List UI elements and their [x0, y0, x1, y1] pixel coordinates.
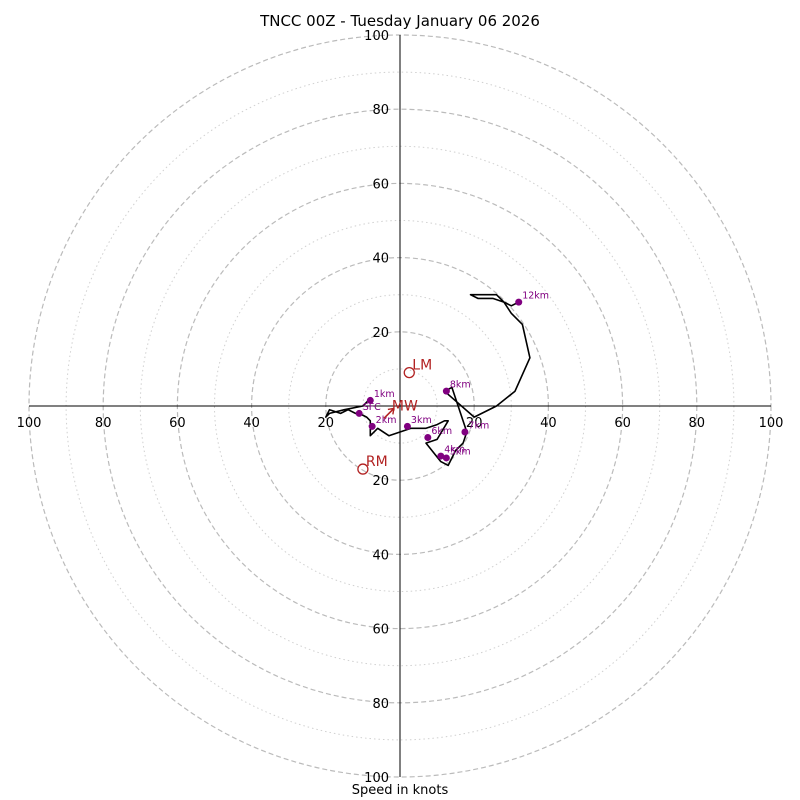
axis-tick-labels: 20 20 20 20 40 40 40 40 60 60 60 60 80 80 80 80 100 100 10…	[17, 29, 784, 786]
height-marker-2km	[368, 422, 376, 430]
height-label-5km: 5km	[450, 446, 471, 457]
storm-motion-label-RM: RM	[366, 454, 388, 470]
tick-label-north-40: 40	[372, 252, 389, 267]
tick-label-south-60: 60	[372, 623, 389, 638]
height-marker-4km	[437, 452, 445, 460]
height-marker-SFC	[355, 409, 363, 417]
height-label-8km: 8km	[450, 380, 471, 391]
height-label-1km: 1km	[374, 389, 395, 400]
storm-motions: LM RM MW	[357, 358, 432, 475]
tick-label-east-20: 20	[466, 416, 483, 431]
height-marker-5km	[442, 454, 450, 462]
mean-wind-arrow	[383, 407, 395, 419]
storm-motion-marker-LM	[403, 366, 415, 379]
tick-label-north-100: 100	[364, 29, 389, 44]
height-label-4km: 4km	[444, 445, 465, 456]
height-label-SFC: SFC	[363, 402, 381, 413]
mean-wind-arrowhead	[387, 407, 395, 415]
height-marker-7km	[461, 428, 469, 436]
storm-motion-marker-RM	[357, 463, 369, 475]
tick-label-north-20: 20	[372, 326, 389, 341]
height-marker-1km	[366, 396, 374, 404]
tick-label-east-40: 40	[540, 416, 557, 431]
tick-label-west-80: 80	[95, 416, 112, 431]
tick-label-south-40: 40	[372, 548, 389, 563]
tick-label-north-80: 80	[372, 103, 389, 118]
tick-label-west-60: 60	[169, 416, 186, 431]
storm-motion-label-LM: LM	[412, 358, 432, 374]
tick-label-west-100: 100	[17, 416, 42, 431]
tick-label-south-100: 100	[364, 771, 389, 786]
wind-profile	[324, 293, 531, 467]
tick-label-south-80: 80	[372, 697, 389, 712]
height-marker-6km	[424, 434, 432, 442]
height-marker-3km	[403, 422, 411, 430]
storm-motion-label-MW: MW	[392, 398, 418, 414]
tick-label-east-100: 100	[759, 416, 784, 431]
chart-title: TNCC 00Z - Tuesday January 06 2026	[260, 12, 540, 30]
height-label-6km: 6km	[431, 426, 452, 437]
height-label-2km: 2km	[376, 415, 397, 426]
height-marker-8km	[442, 387, 450, 395]
tick-label-south-20: 20	[372, 474, 389, 489]
height-label-7km: 7km	[468, 420, 489, 431]
tick-label-east-60: 60	[614, 416, 631, 431]
height-label-12km: 12km	[522, 291, 549, 302]
height-label-3km: 3km	[411, 415, 432, 426]
axes	[29, 35, 771, 777]
height-marker-12km	[515, 298, 523, 306]
hodograph-trace	[324, 293, 531, 467]
tick-label-west-20: 20	[318, 416, 335, 431]
tick-label-east-80: 80	[689, 416, 706, 431]
tick-label-north-60: 60	[372, 177, 389, 192]
tick-label-west-40: 40	[243, 416, 260, 431]
x-axis-label: Speed in knots	[351, 783, 449, 798]
